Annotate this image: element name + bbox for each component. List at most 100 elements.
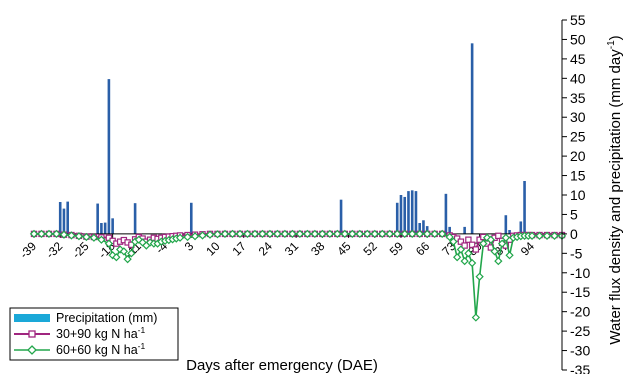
series-point — [468, 241, 476, 248]
series-point — [52, 229, 61, 239]
precipitation-bar — [395, 202, 399, 234]
series-point — [82, 232, 91, 242]
y-tick-label: 20 — [570, 148, 586, 164]
precipitation-bar — [418, 223, 421, 234]
series-point — [37, 229, 46, 239]
series-point — [123, 255, 132, 264]
series-point — [542, 231, 552, 240]
precipitation-bars — [58, 43, 526, 234]
series-point — [318, 229, 327, 239]
series-point — [482, 233, 492, 242]
series-point — [393, 229, 402, 239]
series-point — [460, 256, 469, 266]
series-point — [348, 229, 357, 239]
x-tick-label: -39 — [17, 239, 39, 261]
legend-series-60-60-marker — [27, 345, 37, 355]
x-tick-label: 31 — [282, 239, 302, 259]
series-lines — [29, 229, 567, 322]
series-point — [461, 242, 468, 249]
x-axis-title: Days after emergency (DAE) — [186, 357, 378, 374]
series-point — [400, 229, 409, 239]
series-point — [280, 229, 290, 239]
series-point — [415, 229, 424, 239]
series-point — [115, 245, 125, 254]
precipitation-bar — [448, 226, 451, 234]
series-point — [175, 233, 185, 242]
y-tick-label: 15 — [570, 168, 586, 184]
legend-series-30-90-label: 30+90 kg N ha-1 — [56, 325, 146, 341]
series-point — [250, 229, 260, 239]
y-axis-title-sup: -1 — [606, 40, 617, 49]
x-tick-label: 94 — [518, 239, 538, 259]
x-tick-label: 24 — [256, 239, 276, 259]
x-tick-label: 38 — [308, 239, 328, 259]
series-point — [258, 229, 267, 239]
legend-series-60-60-label: 60+60 kg N ha-1 — [56, 341, 146, 357]
precipitation-bar — [470, 43, 474, 234]
y-tick-label: 30 — [570, 109, 586, 125]
x-tick-label: 66 — [413, 239, 433, 259]
precipitation-bar — [523, 181, 526, 234]
series-point — [535, 231, 544, 240]
x-tick-label: 45 — [334, 239, 354, 259]
series-point — [453, 253, 462, 262]
series-point — [127, 249, 136, 258]
series-point — [89, 233, 99, 242]
series-point — [527, 231, 537, 240]
precipitation-bar — [414, 191, 418, 234]
series-point — [228, 229, 237, 239]
series-point — [456, 245, 466, 254]
series-point — [363, 229, 372, 239]
series-point — [465, 236, 472, 243]
series-point — [265, 229, 275, 239]
series-point — [295, 229, 305, 239]
precipitation-bar — [100, 223, 103, 234]
precipitation-bar — [133, 203, 137, 234]
y-tick-label: 40 — [570, 70, 586, 86]
precipitation-bar — [403, 196, 407, 234]
series-point — [505, 251, 514, 260]
y-tick-label: 5 — [570, 206, 578, 222]
x-tick-label: -25 — [69, 239, 91, 261]
precipitation-bar — [62, 208, 66, 234]
precipitation-bar — [463, 226, 466, 234]
series-point — [74, 232, 84, 241]
precipitation-bar — [103, 222, 107, 234]
series-point — [370, 229, 379, 239]
series-point — [119, 247, 129, 256]
precipitation-bar — [58, 202, 62, 234]
legend-series-60-60-text: 60+60 kg N ha — [56, 343, 138, 357]
series-point — [494, 256, 503, 266]
series-point — [501, 233, 510, 242]
y-tick-label: 0 — [570, 226, 578, 242]
precipitation-bar — [111, 218, 114, 234]
series-point — [464, 249, 473, 258]
series-point — [190, 232, 200, 241]
y-tick-label: -10 — [570, 265, 590, 281]
y-axis-title-close: ) — [607, 35, 624, 40]
x-tick-label: 3 — [182, 239, 197, 254]
series-point — [385, 229, 394, 239]
series-point — [97, 235, 106, 244]
series-point — [486, 235, 495, 244]
y-tick-label: -20 — [570, 304, 590, 320]
y-tick-label: -15 — [570, 284, 590, 300]
precipitation-bar — [504, 215, 508, 234]
precipitation-bar — [444, 193, 448, 234]
legend-precipitation-label: Precipitation (mm) — [56, 311, 157, 325]
y-tick-label: 10 — [570, 187, 586, 203]
y-tick-label: 55 — [570, 12, 586, 28]
precipitation-bar — [107, 79, 111, 234]
precipitation-bar — [399, 195, 403, 234]
series-point — [108, 251, 117, 260]
precipitation-bar — [519, 221, 523, 234]
series-point — [495, 232, 502, 240]
series-point — [467, 258, 477, 268]
series-point — [449, 237, 458, 246]
series-point — [288, 229, 297, 239]
y-axis-title-main: Water flux density and precipitation (mm… — [607, 49, 624, 345]
precipitation-bar — [96, 203, 99, 234]
series-point — [378, 229, 387, 239]
y-axis-title: Water flux density and precipitation (mm… — [606, 35, 624, 344]
series-point — [475, 272, 484, 281]
